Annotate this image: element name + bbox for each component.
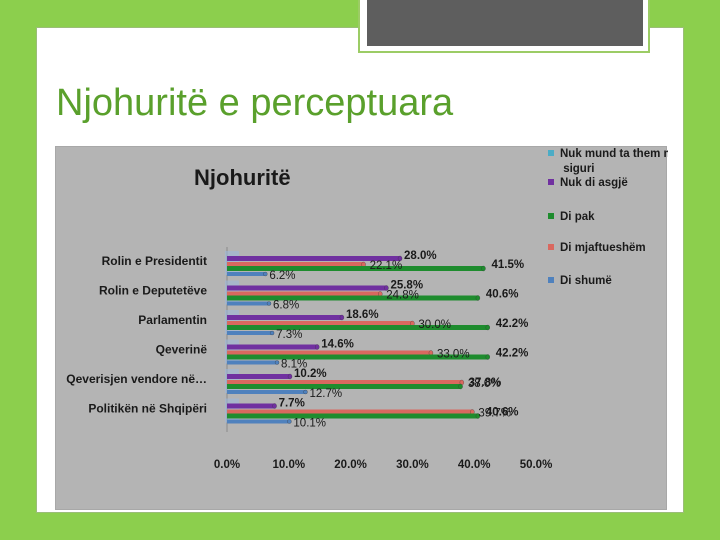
bar-cap: [287, 373, 293, 380]
bar-4: [227, 360, 278, 365]
category-label: Qeverisjen vendore në…: [66, 372, 207, 386]
slide-title: Njohuritë e perceptuara: [56, 82, 454, 124]
category-label: Rolin e Deputetëve: [99, 284, 207, 298]
x-tick-label: 50.0%: [520, 459, 553, 471]
chart-area: Njohuritë Rolin e Presidentit Rolin e Dep…: [55, 146, 668, 510]
category-label: Rolin e Presidentit: [102, 254, 207, 268]
data-label: 7.3%: [276, 329, 302, 341]
bar-cap: [339, 314, 345, 321]
bar-2: [227, 325, 488, 330]
x-tick-label: 20.0%: [334, 459, 367, 471]
data-label: 14.6%: [321, 339, 354, 351]
data-label: 6.8%: [273, 300, 299, 312]
data-label: 38.0%: [468, 378, 501, 390]
data-label: 22.1%: [370, 260, 403, 272]
data-label: 24.8%: [386, 290, 419, 302]
x-tick-label: 10.0%: [272, 459, 305, 471]
data-label: 40.6%: [486, 407, 519, 419]
bar-1: [227, 344, 318, 350]
x-tick-label: 30.0%: [396, 459, 429, 471]
bar-cap: [266, 301, 272, 306]
bar-2: [227, 384, 461, 389]
data-label: 42.2%: [496, 348, 529, 360]
data-label: 18.6%: [346, 309, 379, 321]
bar-4: [227, 301, 270, 306]
bar-cap: [287, 419, 292, 424]
legend-swatch: [548, 277, 554, 283]
bar-4: [227, 272, 266, 276]
bar-1: [227, 403, 275, 409]
bar-1: [227, 315, 342, 320]
bar-chart: Njohuritë Rolin e Presidentit Rolin e Dep…: [66, 148, 668, 471]
legend-swatch: [548, 150, 554, 156]
bar-cap: [274, 360, 280, 365]
x-tick-label: 40.0%: [458, 459, 491, 471]
data-label: 33.0%: [437, 349, 470, 361]
legend-label: Di pak: [560, 211, 595, 223]
data-label: 39.7%: [478, 408, 511, 420]
bar-cap: [384, 285, 389, 291]
data-label: 10.2%: [294, 368, 327, 380]
data-label: 28.0%: [404, 250, 437, 262]
decorative-dark-panel: [367, 0, 643, 46]
bar-cap: [269, 330, 275, 336]
data-label: 25.8%: [390, 280, 423, 292]
bar-cap: [272, 403, 277, 409]
data-label: 8.1%: [281, 359, 307, 371]
legend-swatch: [548, 244, 554, 250]
bar-3: [227, 409, 473, 415]
legend-swatch: [548, 179, 554, 185]
bar-3: [227, 291, 381, 297]
bar-2: [227, 295, 478, 301]
bar-1: [227, 374, 291, 379]
bar-4: [227, 390, 306, 394]
category-label: Qeverinë: [156, 343, 208, 357]
bar-3: [227, 350, 431, 356]
bar-cap: [397, 255, 403, 262]
category-label: Politikën në Shqipëri: [88, 402, 207, 416]
bar-cap: [458, 383, 463, 390]
data-label: 12.7%: [309, 388, 342, 400]
chart-title: Njohuritë: [194, 165, 291, 190]
data-label: 30.0%: [418, 319, 451, 331]
bar-cap: [481, 265, 486, 272]
bar-1: [227, 285, 387, 291]
data-label: 42.2%: [496, 318, 529, 330]
bar-2: [227, 413, 478, 419]
data-label: 7.7%: [279, 398, 305, 410]
legend-label: Di shumë: [560, 275, 612, 287]
bar-1: [227, 256, 401, 261]
bar-4: [227, 331, 273, 335]
x-tick-label: 0.0%: [214, 459, 240, 471]
bar-4: [227, 419, 290, 424]
legend-swatch: [548, 213, 554, 219]
bar-2: [227, 354, 488, 360]
bar-cap: [475, 295, 481, 301]
bar-cap: [315, 344, 320, 350]
bar-cap: [303, 389, 308, 395]
data-label: 37.8%: [469, 377, 502, 389]
data-label: 10.1%: [293, 418, 326, 430]
bar-cap: [263, 271, 268, 277]
bar-3: [227, 262, 364, 267]
legend-label: Di mjaftueshëm: [560, 242, 646, 254]
bar-3: [227, 321, 413, 326]
legend-label: Nuk di asgjë: [560, 177, 628, 189]
bar-cap: [475, 413, 481, 419]
bar-cap: [485, 354, 490, 360]
legend-label: Nuk mund ta them m siguri: [560, 148, 668, 175]
data-label: 40.6%: [486, 289, 519, 301]
data-label: 41.5%: [491, 259, 524, 271]
bar-cap: [485, 324, 490, 331]
data-label: 6.2%: [269, 270, 295, 282]
bar-2: [227, 266, 484, 271]
bar-3: [227, 380, 462, 385]
category-label: Parlamentin: [138, 313, 207, 327]
